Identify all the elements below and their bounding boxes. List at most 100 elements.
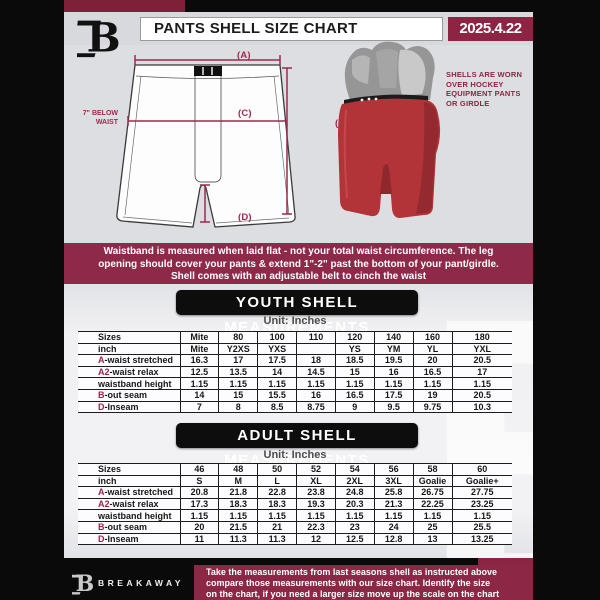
table-row: waistband height 1.15 1.15 1.15 1.15 1.15 1.15…: [78, 509, 512, 522]
measurement-cell: 18.5: [334, 354, 375, 367]
row-label: A2-waist relax: [78, 497, 180, 510]
row-label: inch: [78, 342, 180, 355]
measurement-cell: 25.5: [451, 520, 512, 534]
measurement-cell: 25.8: [373, 486, 414, 499]
measurement-cell: 14.5: [296, 365, 336, 378]
measurement-cell: 12.8: [373, 532, 414, 546]
table-row: A-waist stretched 16.3 17 17.5 18 18.5 19.5 20 2…: [78, 354, 512, 367]
measurement-cell: 1.15: [334, 377, 375, 390]
breakaway-logo-icon: B: [77, 14, 121, 59]
measurement-lines: [127, 55, 292, 223]
measurement-cell: 16.5: [334, 388, 375, 402]
measurement-cell: 1.15: [296, 377, 336, 390]
row-label: D-Inseam: [78, 400, 180, 414]
measurement-cell: L: [257, 474, 297, 487]
column-header: Sizes: [78, 463, 180, 476]
measurement-cell: 1.15: [373, 377, 414, 390]
column-header: Mite: [179, 331, 219, 344]
measurement-cell: 17.5: [373, 388, 414, 402]
row-label: waistband height: [78, 377, 180, 390]
measurement-cell: 1.15: [451, 509, 512, 522]
measurement-cell: 1.15: [218, 377, 258, 390]
measurement-cell: 21.5: [218, 520, 258, 534]
shell-usage-note: SHELLS ARE WORN OVER HOCKEY EQUIPMENT PA…: [446, 70, 531, 108]
column-header: 180: [451, 331, 512, 344]
column-header: 56: [373, 463, 414, 476]
table-row: A2-waist relax 12.5 13.5 14 14.5 15 16 16.5 17: [78, 365, 512, 378]
row-label: inch: [78, 474, 180, 487]
measurement-cell: 20: [412, 354, 452, 367]
measurement-cell: 2XL: [334, 474, 375, 487]
waist-note-line: WAIST: [95, 118, 118, 126]
measurement-cell: Goalie+: [451, 474, 512, 487]
shell-note-line: OR GIRDLE: [446, 98, 490, 108]
measurement-cell: 7: [179, 400, 219, 414]
waistband-info-banner: Waistband is measured when laid flat - n…: [64, 243, 533, 284]
bottom-strip-black: [64, 558, 478, 565]
table-header-row: Sizes Mite 80 100 110 120 140 160 180: [78, 331, 512, 344]
footer-instructions: Take the measurements from last seasons …: [194, 565, 533, 600]
measurement-cell: 18: [296, 354, 336, 367]
row-label: B-out seam: [78, 388, 180, 402]
column-header: 46: [179, 463, 219, 476]
measurement-cell: 22.8: [257, 486, 297, 499]
measure-letter: B: [98, 522, 105, 533]
row-label: A2-waist relax: [78, 365, 180, 378]
measurement-cell: 1.15: [218, 509, 258, 522]
measure-label-c: (C): [238, 108, 252, 119]
measurement-cell: Goalie: [412, 474, 452, 487]
measurement-cell: [296, 342, 336, 355]
measurement-cell: 17: [218, 354, 258, 367]
measurement-cell: YXL: [451, 342, 512, 355]
top-strip-black: [185, 0, 533, 12]
measurement-cell: 14: [179, 388, 219, 402]
info-banner-line: Shell comes with an adjustable belt to c…: [170, 271, 427, 282]
info-banner-line: Waistband is measured when laid flat - n…: [103, 246, 494, 257]
measurement-cell: 24: [373, 520, 414, 534]
youth-unit-label: Unit: Inches: [263, 315, 327, 327]
column-header: 100: [257, 331, 297, 344]
column-header: 120: [334, 331, 375, 344]
measurement-cell: 11.3: [218, 532, 258, 546]
measurement-cell: 8.5: [257, 400, 297, 414]
measurement-cell: M: [218, 474, 258, 487]
measurement-cell: 11: [179, 532, 219, 546]
info-banner-line: opening should cover your pants & extend…: [98, 258, 499, 270]
measurement-cell: 24.8: [334, 486, 375, 499]
measurement-cell: 13.5: [218, 365, 258, 378]
column-header: 160: [412, 331, 452, 344]
measurement-cell: 1.15: [257, 509, 297, 522]
measurement-cell: 9.5: [373, 400, 414, 414]
measurement-cell: 21.8: [218, 486, 258, 499]
measurement-cell: 22.25: [412, 497, 452, 510]
measurement-cell: 18.3: [257, 497, 297, 510]
left-border: [0, 0, 64, 600]
row-label: B-out seam: [78, 520, 180, 534]
footer-note-line: compare those measurements with our size…: [206, 578, 491, 588]
measurement-cell: 15.5: [257, 388, 297, 402]
measurement-cell: 20: [179, 520, 219, 534]
measurement-cell: 1.15: [412, 509, 452, 522]
measurement-cell: 19: [412, 388, 452, 402]
waist-note-line: 7" BELOW: [82, 110, 118, 117]
measurement-cell: Mite: [179, 342, 219, 355]
measure-letter: A: [98, 355, 105, 366]
column-header: Sizes: [78, 331, 180, 344]
measure-label-d: (D): [238, 212, 252, 223]
measurement-cell: YM: [373, 342, 414, 355]
measurement-cell: XL: [296, 474, 336, 487]
measurement-cell: 20.3: [334, 497, 375, 510]
column-header: 48: [218, 463, 258, 476]
measurement-cell: 1.15: [334, 509, 375, 522]
table-row: inch Mite Y2XS YXS YS YM YL YXL: [78, 342, 512, 355]
measurement-cell: 26.75: [412, 486, 452, 499]
column-header: 80: [218, 331, 258, 344]
table-row: B-out seam 20 21.5 21 22.3 23 24 25 25.5: [78, 520, 512, 534]
measurement-cell: 17.5: [257, 354, 297, 367]
measurement-cell: YS: [334, 342, 375, 355]
measurement-cell: Y2XS: [218, 342, 258, 355]
pants-outline-graphic: [116, 55, 296, 228]
shell-photo-graphic: [338, 41, 441, 218]
row-label: A-waist stretched: [78, 486, 180, 499]
column-header: 50: [257, 463, 297, 476]
